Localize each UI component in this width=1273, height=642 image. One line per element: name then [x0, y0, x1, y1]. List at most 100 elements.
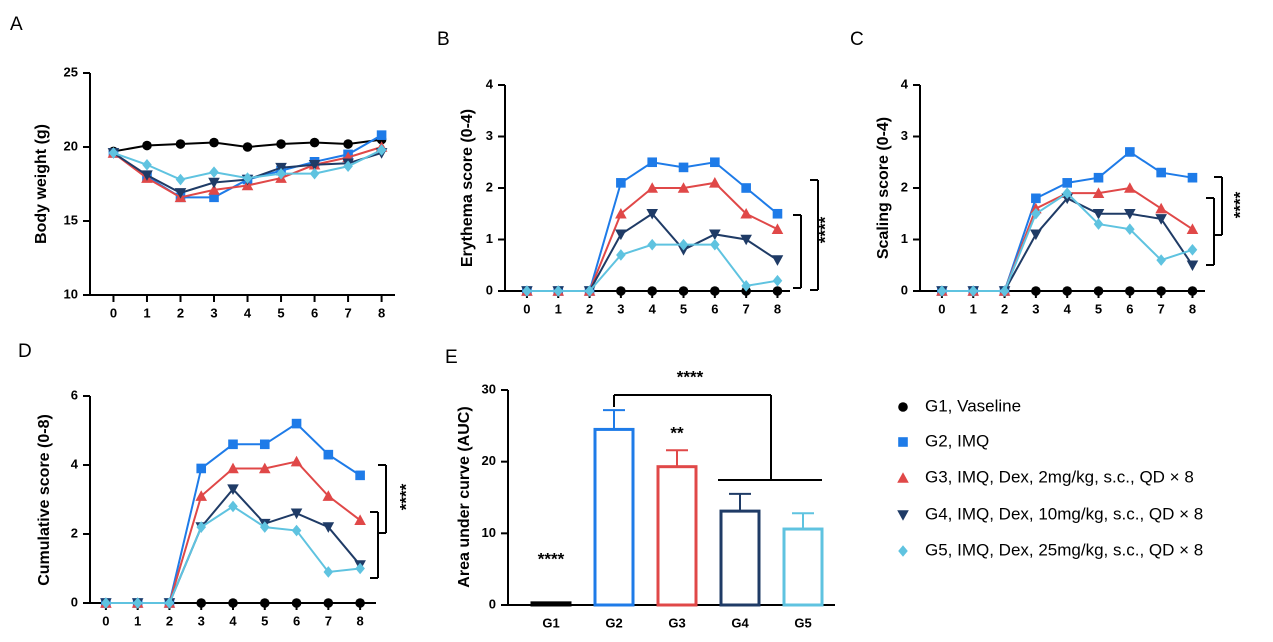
y-tick-label: 6	[71, 387, 78, 402]
x-tick-label: 6	[311, 305, 318, 320]
series-line	[105, 422, 361, 604]
point	[322, 490, 335, 501]
point	[1187, 172, 1198, 183]
point	[740, 207, 752, 219]
x-tick-label: 2	[1001, 301, 1008, 316]
x-tick-label: 7	[344, 305, 351, 320]
bar	[782, 527, 824, 607]
x-tick-label: 8	[378, 305, 385, 320]
point	[228, 439, 238, 450]
point	[291, 418, 302, 429]
point	[646, 208, 658, 220]
panel-label: B	[437, 29, 450, 50]
point	[175, 139, 186, 149]
point	[258, 462, 271, 474]
y-tick-label: 20	[64, 138, 78, 153]
x-tick-label: 7	[743, 301, 750, 316]
point	[677, 182, 690, 193]
legend-marker	[898, 545, 908, 557]
point	[1156, 286, 1166, 296]
point	[309, 137, 320, 148]
point	[646, 182, 658, 193]
legend-marker	[898, 437, 908, 447]
point	[196, 463, 207, 474]
point	[291, 524, 302, 537]
point	[1186, 260, 1199, 272]
y-axis-title: Area under curve (AUC)	[456, 406, 473, 587]
point	[196, 521, 207, 533]
x-tick-label: 1	[555, 301, 562, 316]
series-line	[105, 505, 361, 604]
point	[1155, 202, 1167, 214]
point	[647, 157, 657, 168]
x-tick-label: 1	[970, 301, 977, 316]
annotation: ****	[538, 549, 565, 568]
point	[616, 286, 626, 296]
x-tick-label: 4	[1064, 301, 1072, 316]
bar	[656, 465, 698, 607]
point	[937, 285, 947, 297]
x-tick-label: 4	[229, 613, 237, 628]
point	[209, 137, 219, 148]
point	[228, 500, 238, 513]
point	[584, 285, 595, 297]
point	[772, 286, 783, 296]
point	[740, 234, 752, 246]
point	[1031, 207, 1041, 220]
point	[195, 490, 208, 501]
point	[142, 158, 152, 171]
point	[1156, 254, 1166, 266]
point	[101, 597, 111, 609]
y-tick-label: 3	[901, 128, 908, 143]
point	[227, 484, 239, 495]
bar	[593, 427, 635, 607]
y-axis-title: Scaling score (0-4)	[875, 117, 892, 259]
point	[376, 130, 387, 140]
y-tick-label: 0	[489, 596, 496, 611]
point	[1125, 223, 1135, 235]
point	[259, 439, 270, 450]
x-tick-label: 2	[177, 305, 184, 320]
point	[322, 522, 335, 533]
point	[678, 162, 689, 173]
point	[308, 159, 321, 171]
point	[1031, 286, 1041, 296]
point	[196, 598, 207, 608]
point	[678, 238, 689, 251]
point	[999, 285, 1010, 297]
x-tick-label: 6	[1126, 301, 1133, 316]
series-line	[941, 197, 1194, 292]
point	[276, 139, 286, 149]
point	[141, 170, 153, 181]
point	[615, 229, 627, 241]
point	[1092, 208, 1105, 220]
point	[616, 178, 626, 188]
point	[291, 598, 302, 608]
point	[242, 142, 253, 152]
legend-label: G3, IMQ, Dex, 2mg/kg, s.c., QD × 8	[925, 467, 1194, 486]
point	[1062, 286, 1072, 296]
panel-label: A	[10, 14, 23, 35]
point	[323, 566, 334, 578]
legend-marker	[897, 510, 909, 521]
y-tick-label: 3	[486, 128, 493, 143]
x-tick-label: 5	[261, 613, 268, 628]
point	[175, 173, 186, 186]
point	[615, 207, 627, 219]
point	[1031, 193, 1041, 204]
x-tick-label: 4	[244, 305, 252, 320]
x-tick-label: G1	[542, 615, 559, 630]
point	[355, 598, 365, 608]
legend-label: G5, IMQ, Dex, 25mg/kg, s.c., QD × 8	[925, 540, 1203, 559]
point	[343, 139, 353, 149]
x-tick-label: 3	[1032, 301, 1039, 316]
point	[710, 157, 720, 168]
panel-label: D	[18, 341, 32, 362]
bar	[719, 509, 761, 607]
point	[1187, 244, 1198, 256]
point	[710, 286, 720, 296]
point	[376, 144, 387, 156]
y-tick-label: 0	[901, 282, 908, 297]
x-tick-label: 4	[649, 301, 657, 316]
